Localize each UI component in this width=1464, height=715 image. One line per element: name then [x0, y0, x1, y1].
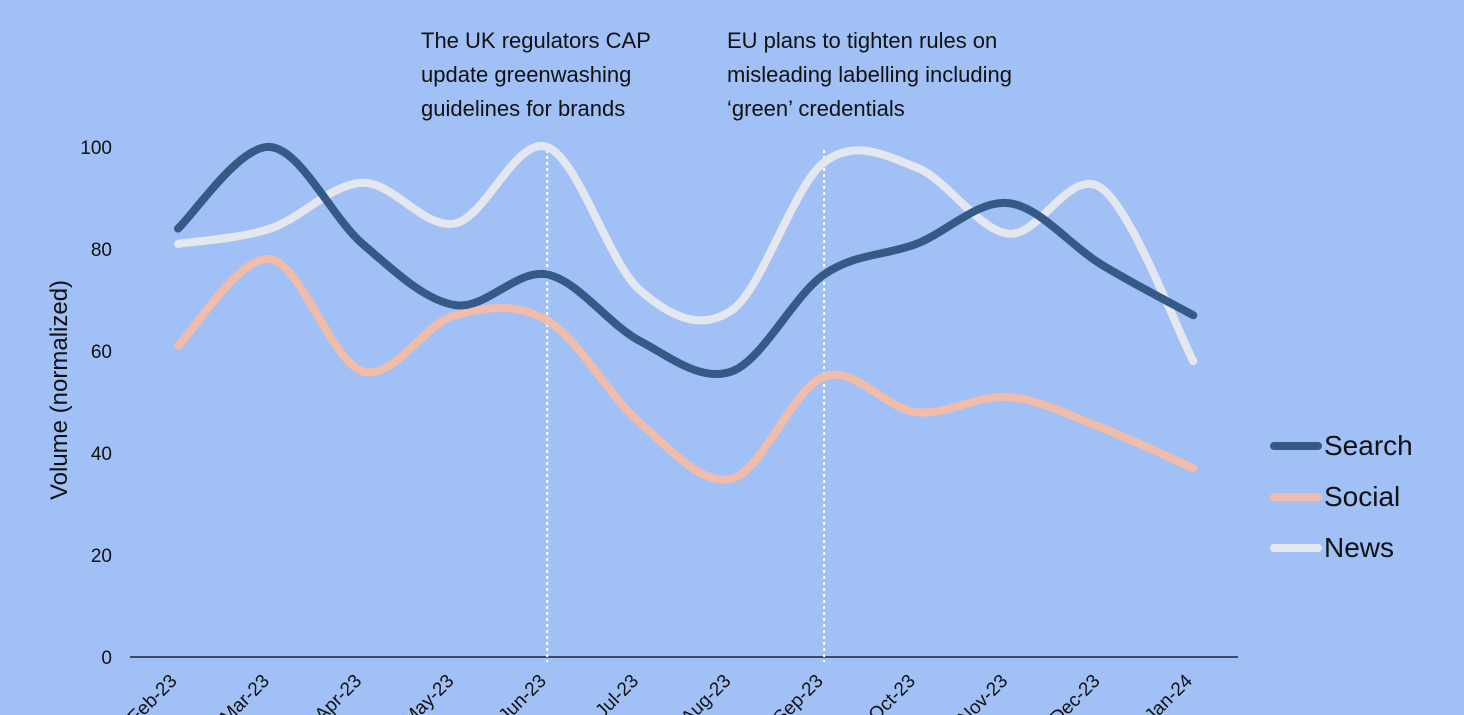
- x-tick-label: Jan-24: [1141, 670, 1197, 715]
- legend-swatch: [1270, 543, 1322, 552]
- x-tick-label: Aug-23: [677, 671, 735, 715]
- x-tick-label: Apr-23: [311, 671, 366, 715]
- x-tick-label: Mar-23: [216, 671, 273, 715]
- legend: Search Social News: [1270, 420, 1413, 573]
- x-tick-label: Jul-23: [592, 671, 643, 715]
- annotation-uk-cap: The UK regulators CAP update greenwashin…: [421, 28, 651, 121]
- legend-label: News: [1324, 531, 1395, 563]
- series-line-social: [174, 255, 1198, 484]
- x-tick-label: May-23: [399, 671, 459, 715]
- legend-item-social: Social: [1270, 471, 1413, 522]
- legend-item-search: Search: [1270, 420, 1413, 471]
- y-tick-label: 80: [91, 240, 112, 261]
- legend-swatch: [1270, 441, 1322, 450]
- x-tick-label: Dec-23: [1046, 671, 1104, 715]
- legend-label: Search: [1324, 429, 1413, 461]
- legend-swatch: [1270, 492, 1322, 501]
- x-tick-label: Nov-23: [954, 671, 1012, 715]
- x-tick-label: Feb-23: [124, 671, 181, 715]
- y-tick-label: 60: [91, 342, 112, 363]
- y-tick-label: 20: [91, 546, 112, 567]
- y-tick-label: 100: [80, 138, 112, 159]
- legend-label: Social: [1324, 480, 1401, 512]
- y-tick-label: 0: [101, 648, 112, 669]
- y-tick-label: 40: [91, 444, 112, 465]
- annotation-eu-rules: EU plans to tighten rules on misleading …: [727, 28, 1012, 121]
- series-line-search: [174, 143, 1198, 379]
- x-tick-label: Sep-23: [769, 671, 827, 715]
- legend-item-news: News: [1270, 522, 1413, 573]
- x-tick-label: Oct-23: [865, 671, 920, 715]
- x-tick-label: Jun-23: [495, 671, 551, 715]
